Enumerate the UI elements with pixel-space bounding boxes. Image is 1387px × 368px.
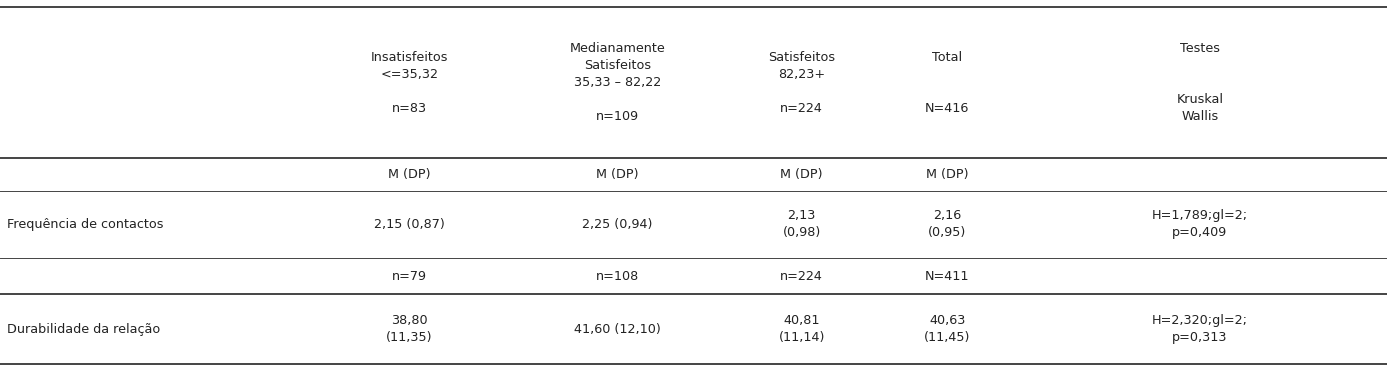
Text: H=1,789;gl=2;
p=0,409: H=1,789;gl=2; p=0,409: [1151, 209, 1248, 240]
Text: M (DP): M (DP): [781, 168, 822, 181]
Text: Satisfeitos
82,23+

n=224: Satisfeitos 82,23+ n=224: [768, 51, 835, 115]
Text: 40,81
(11,14): 40,81 (11,14): [778, 314, 825, 344]
Text: 41,60 (12,10): 41,60 (12,10): [574, 323, 660, 336]
Text: Testes


Kruskal
Wallis: Testes Kruskal Wallis: [1176, 42, 1223, 123]
Text: n=79: n=79: [391, 269, 427, 283]
Text: M (DP): M (DP): [596, 168, 638, 181]
Text: 2,13
(0,98): 2,13 (0,98): [782, 209, 821, 240]
Text: 40,63
(11,45): 40,63 (11,45): [924, 314, 971, 344]
Text: 38,80
(11,35): 38,80 (11,35): [386, 314, 433, 344]
Text: Durabilidade da relação: Durabilidade da relação: [7, 323, 160, 336]
Text: Insatisfeitos
<=35,32

n=83: Insatisfeitos <=35,32 n=83: [370, 51, 448, 115]
Text: Frequência de contactos: Frequência de contactos: [7, 218, 164, 231]
Text: Total


N=416: Total N=416: [925, 51, 970, 115]
Text: n=108: n=108: [595, 269, 639, 283]
Text: 2,25 (0,94): 2,25 (0,94): [583, 218, 652, 231]
Text: N=411: N=411: [925, 269, 970, 283]
Text: H=2,320;gl=2;
p=0,313: H=2,320;gl=2; p=0,313: [1151, 314, 1248, 344]
Text: 2,15 (0,87): 2,15 (0,87): [373, 218, 445, 231]
Text: Medianamente
Satisfeitos
35,33 – 82,22

n=109: Medianamente Satisfeitos 35,33 – 82,22 n…: [569, 42, 666, 123]
Text: n=224: n=224: [781, 269, 822, 283]
Text: 2,16
(0,95): 2,16 (0,95): [928, 209, 967, 240]
Text: M (DP): M (DP): [388, 168, 430, 181]
Text: M (DP): M (DP): [927, 168, 968, 181]
